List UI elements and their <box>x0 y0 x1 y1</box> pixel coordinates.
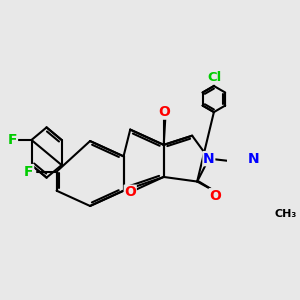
Text: F: F <box>24 165 34 178</box>
Text: N: N <box>203 152 215 166</box>
Text: Cl: Cl <box>207 71 221 84</box>
Text: O: O <box>209 189 221 203</box>
Text: O: O <box>124 185 136 199</box>
Text: F: F <box>8 133 17 147</box>
Text: O: O <box>158 105 170 119</box>
Text: N: N <box>248 152 259 166</box>
Text: CH₃: CH₃ <box>275 208 297 219</box>
